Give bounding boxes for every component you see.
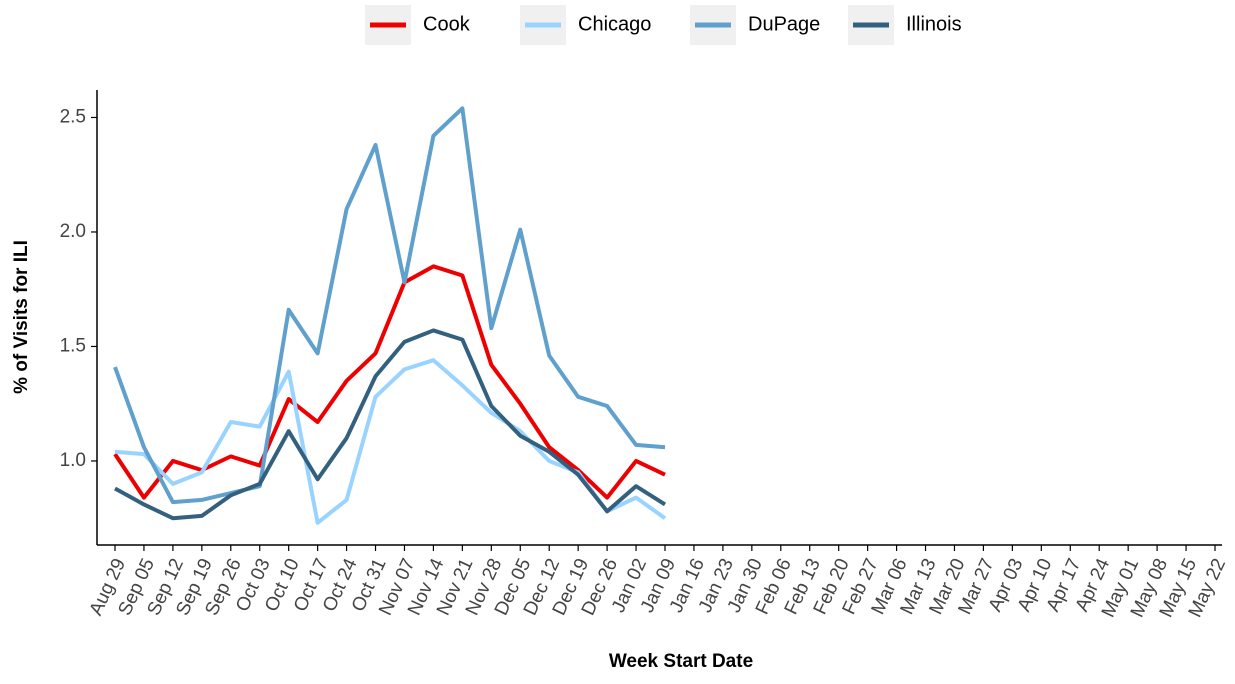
- legend-label: Chicago: [578, 13, 651, 35]
- y-tick-label: 1.0: [60, 450, 86, 471]
- legend-label: Cook: [423, 13, 471, 35]
- legend-label: Illinois: [906, 13, 962, 35]
- y-axis-title: % of Visits for ILI: [11, 240, 32, 394]
- y-tick-label: 1.5: [60, 335, 86, 356]
- series-line: [114, 328, 667, 521]
- y-tick-label: 2.0: [60, 221, 86, 242]
- y-tick-label: 2.5: [60, 106, 86, 127]
- series-line: [113, 106, 666, 505]
- x-axis-title: Week Start Date: [609, 651, 753, 672]
- legend-label: DuPage: [748, 13, 820, 35]
